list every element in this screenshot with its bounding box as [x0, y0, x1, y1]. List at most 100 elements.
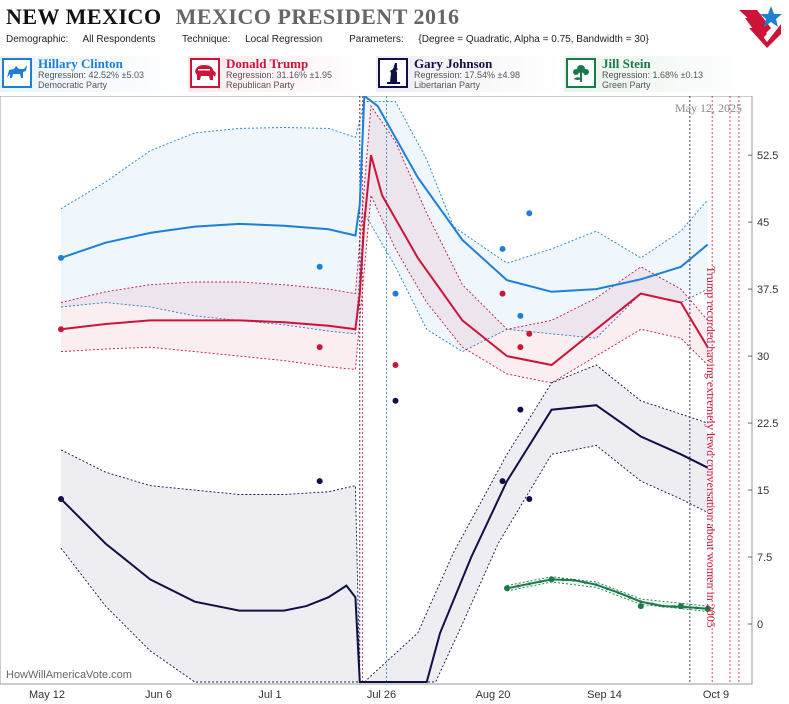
demographic-label: Demographic: [6, 34, 69, 45]
donald-trump-upper-bound [60, 104, 709, 330]
jill-stein-trace-dot [661, 604, 665, 608]
x-tick-label: Jun 6 [145, 689, 172, 701]
liberty-statue-icon [378, 58, 408, 88]
technique-value: Local Regression [245, 34, 323, 45]
jill-stein-trace-dot [672, 605, 676, 608]
candidate-regression: Regression: 1.68% ±0.13 [602, 70, 703, 80]
gary-johnson-poll-point [58, 495, 64, 502]
poll-regression-chart: 0 7.5 15 22.5 30 37.5 45 52.5 May 12 Jun 6 Jul 1 J… [0, 96, 778, 701]
x-tick-label: Aug 20 [476, 689, 511, 701]
hillary-clinton-regression-line [60, 96, 709, 293]
current-date-label: May 12, 2025 [675, 101, 742, 115]
candidate-party: Democratic Party [38, 80, 108, 90]
candidate-card-johnson: Gary Johnson Regression: 17.54% ±4.98 Li… [376, 56, 562, 92]
site-credit: HowWillAmericaVote.com [6, 669, 132, 681]
gary-johnson-regression-line [60, 404, 709, 683]
plot-frame [0, 96, 753, 685]
donald-trump-poll-point [316, 344, 323, 351]
candidate-name: Donald Trump [226, 56, 309, 71]
jill-stein-trace-dot [639, 600, 643, 604]
candidate-card-stein: Jill Stein Regression: 1.68% ±0.13 Green… [564, 56, 750, 92]
hillary-clinton-upper-bound [60, 101, 709, 264]
donald-trump-band [61, 106, 708, 383]
candidate-regression: Regression: 17.54% ±4.98 [414, 70, 521, 80]
elephant-icon [190, 58, 220, 88]
hillary-clinton-poll-point [392, 290, 399, 297]
y-tick-label: 15 [757, 485, 769, 497]
race-title: MEXICO PRESIDENT 2016 [175, 4, 460, 29]
y-tick-label: 7.5 [757, 552, 772, 564]
state-title: NEW MEXICO [6, 4, 162, 29]
candidate-name: Jill Stein [602, 56, 651, 71]
donald-trump-poll-point [526, 330, 533, 337]
jill-stein-trace-dot [684, 605, 687, 609]
donald-trump-poll-point [58, 326, 64, 333]
hillary-clinton-lower-bound [60, 211, 708, 353]
jill-stein-upper-bound [506, 576, 708, 607]
candidate-legend: Hillary Clinton Regression: 42.52% ±5.03… [0, 56, 789, 92]
donkey-icon [2, 58, 32, 88]
event-annotation: Trump recorded having extremely lewd con… [704, 266, 718, 628]
parameters-row: Demographic: All Respondents Technique: … [6, 34, 673, 45]
hillary-clinton-poll-point [316, 263, 323, 270]
y-tick-label: 52.5 [757, 150, 778, 162]
jill-stein-trace-dot [695, 606, 698, 610]
candidate-party: Republican Party [226, 80, 295, 90]
jill-stein-poll-point [637, 603, 644, 610]
jill-stein-trace-dot [572, 578, 576, 582]
donald-trump-poll-point [392, 362, 399, 369]
gary-johnson-poll-point [526, 495, 533, 502]
x-axis-ticks: May 12 Jun 6 Jul 1 Jul 26 Aug 20 Sep 14 Oct 9 [29, 689, 729, 701]
jill-stein-trace-dot [516, 584, 520, 588]
candidate-party: Libertarian Party [414, 80, 481, 90]
jill-stein-trace-dot [594, 583, 598, 587]
header-title-row: NEW MEXICO MEXICO PRESIDENT 2016 [6, 4, 459, 30]
parameters-label: Parameters: [349, 34, 404, 45]
x-tick-label: Sep 14 [587, 689, 622, 701]
poll-points [58, 210, 711, 612]
jill-stein-trace-dot [583, 581, 587, 584]
hillary-clinton-poll-point [517, 312, 524, 319]
jill-stein-band [507, 576, 708, 612]
y-tick-label: 30 [757, 351, 769, 363]
jill-stein-trace-dot [650, 602, 654, 606]
gary-johnson-poll-point [392, 397, 399, 404]
flower-icon [566, 58, 596, 88]
demographic-value: All Respondents [82, 34, 156, 45]
candidate-party: Green Party [602, 80, 651, 90]
jill-stein-trace-dot [706, 607, 710, 611]
gary-johnson-poll-point [316, 478, 323, 485]
donald-trump-regression-line [60, 154, 709, 367]
flag-star-logo-icon [739, 6, 782, 48]
gary-johnson-lower-bound [60, 444, 708, 683]
jill-stein-trace-dot [628, 595, 632, 599]
jill-stein-trace-dot [505, 586, 509, 590]
hillary-clinton-poll-point [58, 254, 64, 261]
technique-label: Technique: [181, 34, 231, 45]
demographic-text: Demographic: All Respondents [6, 34, 167, 45]
gary-johnson-band [61, 365, 708, 682]
event-lines [359, 96, 740, 684]
donald-trump-poll-point [517, 344, 524, 351]
hillary-clinton-poll-point [499, 245, 506, 252]
jill-stein-trace-dot [561, 578, 565, 582]
x-tick-label: May 12 [29, 689, 65, 701]
gary-johnson-poll-point [517, 406, 524, 413]
y-tick-label: 0 [757, 619, 763, 631]
jill-stein-trace-dot [617, 591, 620, 595]
jill-stein-trace-dot [605, 587, 609, 591]
candidate-card-trump: Donald Trump Regression: 31.16% ±1.95 Re… [188, 56, 374, 92]
y-tick-label: 22.5 [757, 418, 778, 430]
jill-stein-trace-dot [527, 582, 531, 586]
x-tick-label: Oct 9 [703, 689, 729, 701]
candidate-card-clinton: Hillary Clinton Regression: 42.52% ±5.03… [0, 56, 186, 92]
candidate-regression: Regression: 31.16% ±1.95 [226, 70, 333, 80]
parameters-value: {Degree = Quadratic, Alpha = 0.75, Bandw… [418, 34, 649, 45]
y-tick-label: 45 [757, 217, 769, 229]
x-tick-label: Jul 26 [367, 689, 396, 701]
jill-stein-trace-dot [550, 577, 553, 581]
y-tick-label: 37.5 [757, 284, 778, 296]
jill-stein-trace-dot [539, 580, 542, 583]
hillary-clinton-band [61, 101, 708, 352]
donald-trump-poll-point [499, 290, 506, 297]
